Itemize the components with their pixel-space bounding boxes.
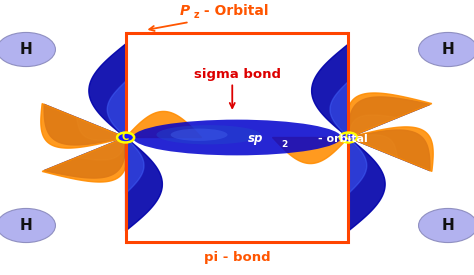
Polygon shape	[44, 104, 126, 145]
Ellipse shape	[171, 129, 228, 141]
Text: C: C	[122, 133, 129, 142]
Polygon shape	[77, 118, 126, 140]
Polygon shape	[126, 111, 201, 138]
Text: C: C	[345, 133, 352, 142]
Ellipse shape	[156, 125, 261, 144]
Text: sigma bond: sigma bond	[193, 68, 281, 81]
Text: H: H	[442, 42, 454, 57]
Circle shape	[0, 32, 55, 67]
Text: sp: sp	[248, 132, 264, 145]
Polygon shape	[348, 138, 385, 231]
Polygon shape	[77, 138, 126, 160]
Text: z: z	[193, 10, 199, 20]
Polygon shape	[348, 127, 433, 171]
Circle shape	[419, 208, 474, 243]
Text: H: H	[442, 218, 454, 233]
Polygon shape	[330, 81, 348, 138]
Circle shape	[117, 133, 134, 142]
Text: - orbital: - orbital	[318, 134, 367, 144]
Polygon shape	[44, 138, 126, 178]
Circle shape	[0, 208, 55, 243]
Text: 2: 2	[281, 140, 288, 149]
Polygon shape	[347, 93, 432, 138]
Polygon shape	[348, 115, 397, 138]
Circle shape	[340, 133, 357, 142]
Polygon shape	[348, 97, 430, 138]
Text: H: H	[20, 218, 32, 233]
Polygon shape	[311, 44, 348, 138]
Text: H: H	[20, 42, 32, 57]
Text: - Orbital: - Orbital	[199, 4, 269, 18]
Polygon shape	[348, 138, 367, 194]
Polygon shape	[273, 138, 348, 164]
Circle shape	[419, 32, 474, 67]
Text: pi - bond: pi - bond	[204, 251, 270, 264]
Polygon shape	[126, 138, 163, 231]
Polygon shape	[107, 81, 126, 138]
Polygon shape	[42, 138, 127, 182]
Polygon shape	[348, 135, 397, 157]
Polygon shape	[126, 138, 144, 194]
Text: P: P	[180, 4, 190, 18]
Polygon shape	[89, 44, 126, 138]
Ellipse shape	[133, 120, 341, 155]
Polygon shape	[41, 104, 126, 148]
Polygon shape	[348, 130, 430, 170]
